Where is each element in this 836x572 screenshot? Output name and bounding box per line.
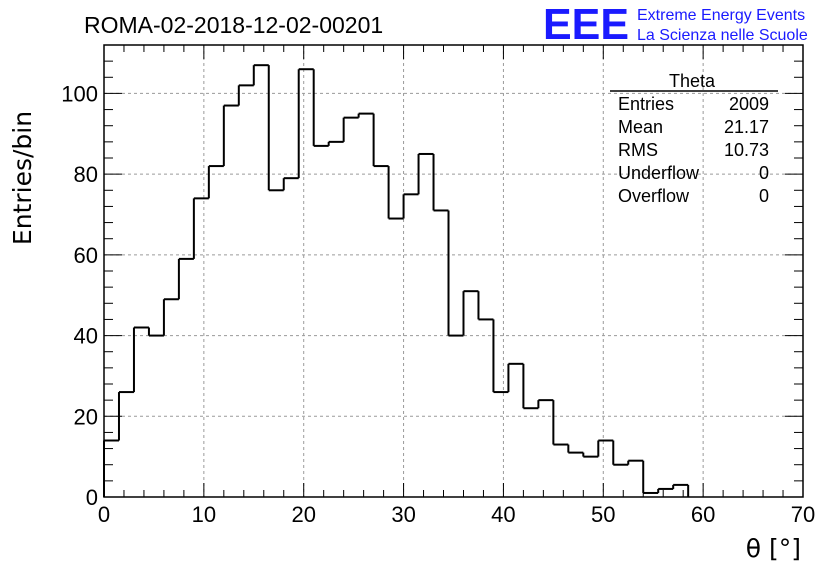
y-axis-label: Entries/bin — [8, 111, 37, 245]
stats-label: RMS — [618, 140, 658, 160]
x-tick-label: 30 — [391, 502, 415, 527]
stats-value: 0 — [759, 163, 769, 183]
x-tick-label: 40 — [491, 502, 515, 527]
x-tick-label: 70 — [791, 502, 815, 527]
logo-line2: La Scienza nelle Scuole — [637, 27, 808, 44]
x-tick-label: 10 — [192, 502, 216, 527]
stats-value: 0 — [759, 186, 769, 206]
x-tick-label: 0 — [98, 502, 110, 527]
chart-title: ROMA-02-2018-12-02-00201 — [84, 12, 383, 38]
stats-value: 10.73 — [724, 140, 769, 160]
y-tick-label: 0 — [86, 485, 98, 510]
logo-line1: Extreme Energy Events — [637, 7, 805, 24]
stats-value: 21.17 — [724, 117, 769, 137]
x-axis-label: θ [°] — [746, 534, 801, 563]
stats-box: Theta Entries 2009 Mean 21.17 RMS 10.73 Underf… — [610, 71, 778, 206]
y-tick-label: 20 — [74, 404, 98, 429]
histogram-series — [103, 64, 690, 497]
eee-logo-mark: EEE — [543, 0, 629, 49]
y-tick-label: 40 — [74, 324, 98, 349]
eee-logo: EEE Extreme Energy Events La Scienza nel… — [543, 0, 808, 49]
y-tick-label: 80 — [74, 162, 98, 187]
x-tick-label: 50 — [591, 502, 615, 527]
stats-label: Mean — [618, 117, 663, 137]
y-tick-label: 60 — [74, 243, 98, 268]
stats-label: Entries — [618, 94, 674, 114]
stats-title: Theta — [669, 71, 716, 91]
stats-label: Underflow — [618, 163, 700, 183]
x-tick-label: 60 — [691, 502, 715, 527]
stats-rows: Entries 2009 Mean 21.17 RMS 10.73 Underflow 0 Ov… — [618, 94, 769, 206]
y-tick-label: 100 — [61, 81, 98, 106]
x-tick-label: 20 — [291, 502, 315, 527]
axes: 0 10 20 30 40 50 60 70 0 20 40 60 80 100 — [61, 44, 815, 527]
stats-value: 2009 — [729, 94, 769, 114]
stats-label: Overflow — [618, 186, 690, 206]
